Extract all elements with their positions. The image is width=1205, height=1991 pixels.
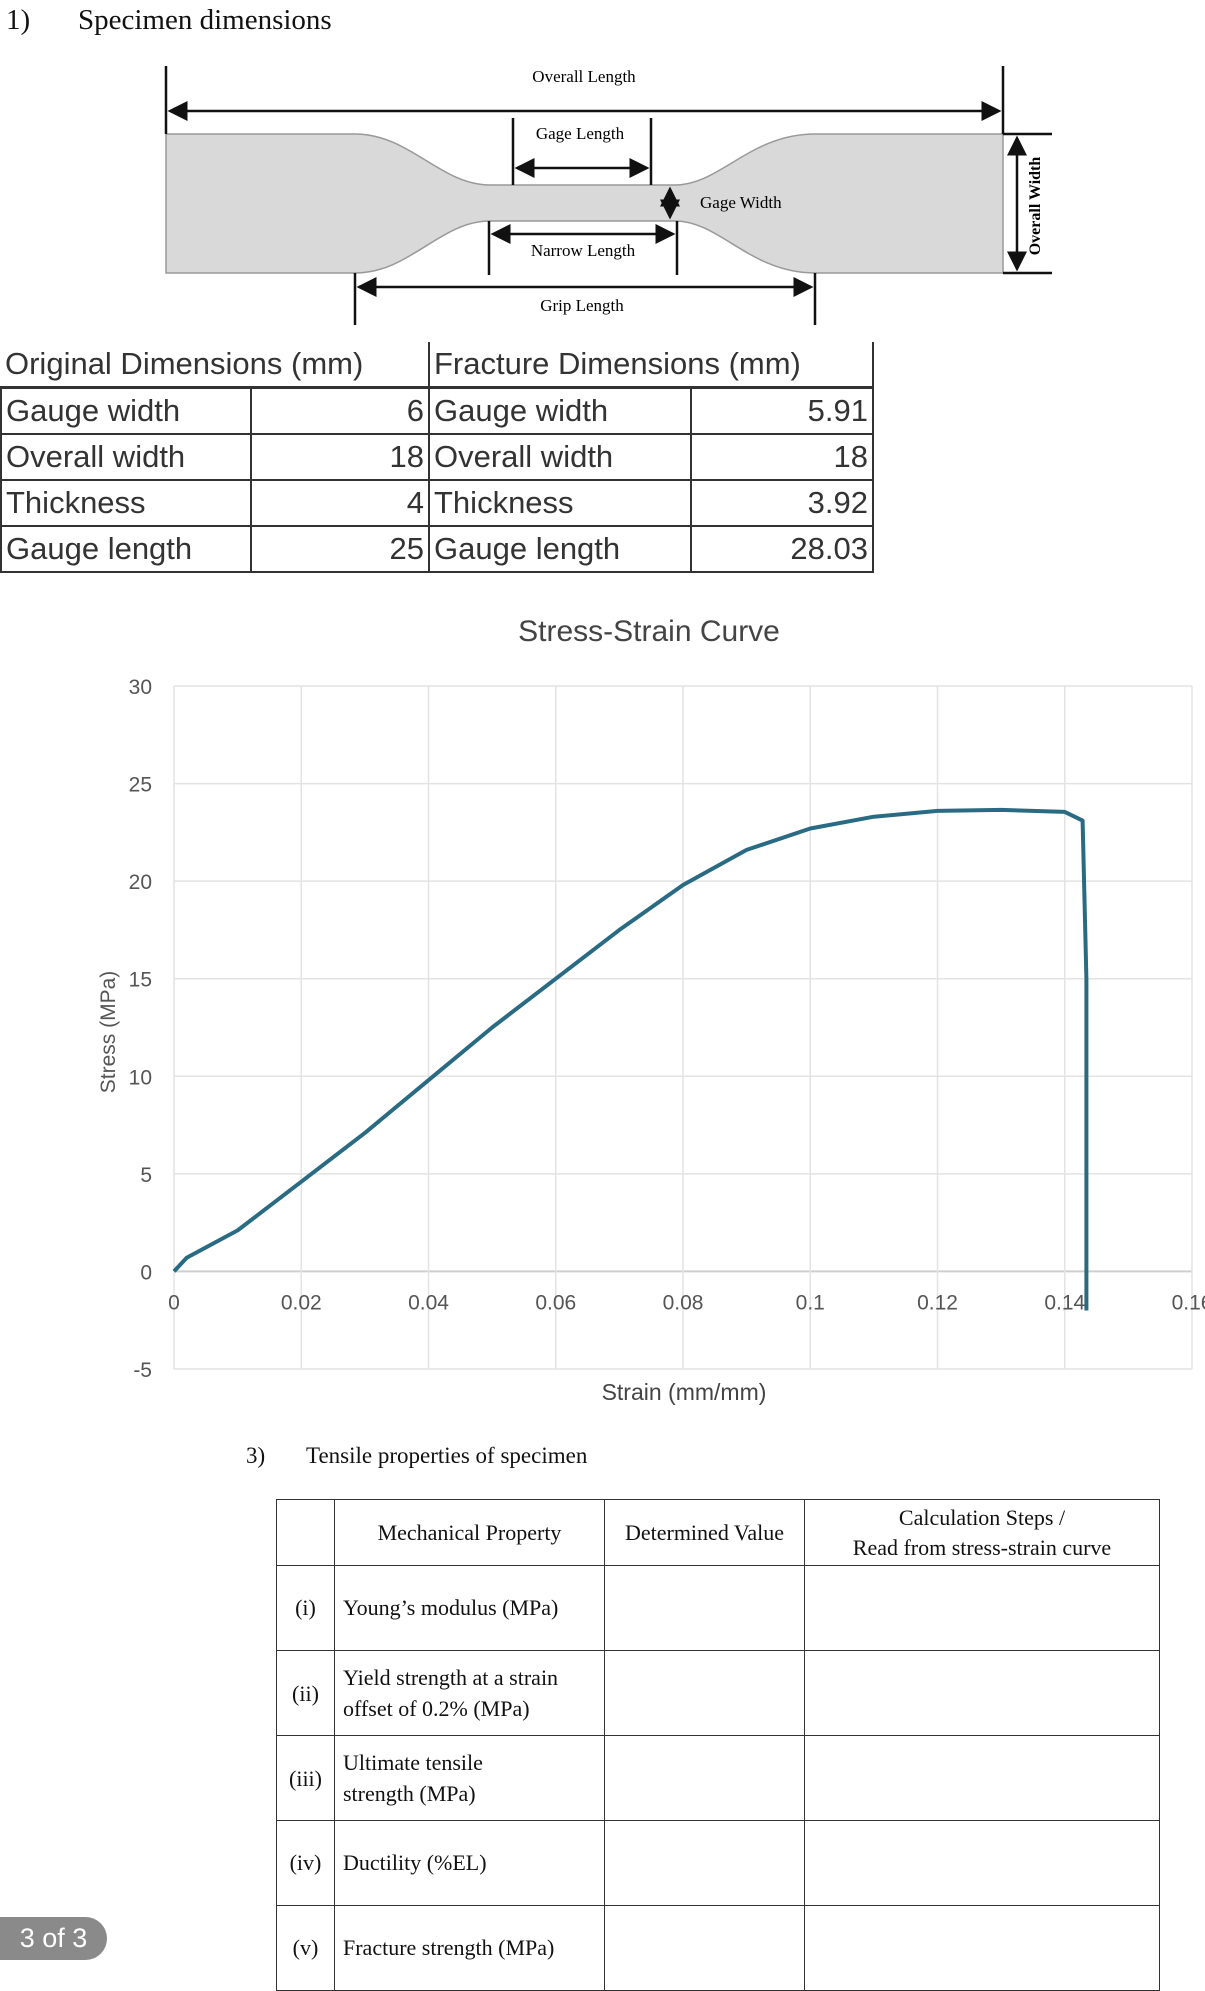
row-index: (v) bbox=[276, 1905, 335, 1991]
section-title: Tensile properties of specimen bbox=[306, 1443, 588, 1468]
header-calc-line: Calculation Steps / bbox=[898, 1504, 1066, 1530]
stress-strain-chart: Stress-Strain Curve 30 25 20 15 10 5 0 -5 0 0.02 0… bbox=[97, 615, 1205, 1405]
table-row: (iii) Ultimate tensile strength (MPa) bbox=[276, 1735, 1160, 1821]
calc-cell[interactable] bbox=[804, 1820, 1160, 1906]
table-row: Gauge length 25 Gauge length 28.03 bbox=[0, 525, 874, 573]
cell-original: 6 bbox=[250, 386, 430, 435]
cell-label: Gauge length bbox=[0, 525, 252, 573]
x-tick-label: 0.1 bbox=[796, 1291, 825, 1314]
original-dimensions-header: Original Dimensions (mm) bbox=[1, 342, 430, 389]
header-index bbox=[276, 1499, 335, 1566]
cell-label: Thickness bbox=[0, 479, 252, 527]
section-title: Specimen dimensions bbox=[78, 4, 332, 36]
cell-fracture: 5.91 bbox=[690, 386, 874, 435]
table-row: (i) Young’s modulus (MPa) bbox=[276, 1565, 1160, 1651]
gage-width-label: Gage Width bbox=[700, 193, 782, 212]
properties-table: Mechanical Property Determined Value Cal… bbox=[276, 1499, 1160, 1991]
table-row: Overall width 18 Overall width 18 bbox=[0, 433, 874, 481]
grip-length-label: Grip Length bbox=[540, 296, 624, 315]
x-tick-label: 0.14 bbox=[1044, 1291, 1085, 1314]
header-value: Determined Value bbox=[604, 1499, 805, 1566]
x-tick-label: 0.16 bbox=[1172, 1291, 1205, 1314]
chart-title: Stress-Strain Curve bbox=[518, 615, 780, 648]
section-1-heading: 1) Specimen dimensions bbox=[6, 4, 332, 37]
calc-cell[interactable] bbox=[804, 1735, 1160, 1821]
cell-label: Gauge width bbox=[428, 386, 692, 435]
table-row: (v) Fracture strength (MPa) bbox=[276, 1905, 1160, 1991]
cell-label: Overall width bbox=[0, 433, 252, 481]
cell-original: 18 bbox=[250, 433, 430, 481]
x-tick-label: 0.12 bbox=[917, 1291, 958, 1314]
row-index: (i) bbox=[276, 1565, 335, 1651]
y-tick-label: 0 bbox=[140, 1261, 152, 1284]
row-property: Fracture strength (MPa) bbox=[334, 1905, 605, 1991]
y-tick-label: 30 bbox=[129, 676, 152, 699]
y-tick-label: 25 bbox=[129, 774, 152, 797]
y-tick-label: 5 bbox=[140, 1164, 152, 1187]
cell-label: Gauge length bbox=[428, 525, 692, 573]
row-index: (ii) bbox=[276, 1650, 335, 1736]
y-axis-label: Stress (MPa) bbox=[97, 971, 120, 1094]
row-index: (iii) bbox=[276, 1735, 335, 1821]
section-3-heading: 3) Tensile properties of specimen bbox=[246, 1443, 587, 1469]
header-calc: Calculation Steps / Read from stress-stra… bbox=[804, 1499, 1160, 1566]
fracture-dimensions-header: Fracture Dimensions (mm) bbox=[428, 342, 874, 389]
calc-cell[interactable] bbox=[804, 1565, 1160, 1651]
gage-length-label: Gage Length bbox=[536, 124, 625, 143]
row-property: Young’s modulus (MPa) bbox=[334, 1565, 605, 1651]
cell-fracture: 18 bbox=[690, 433, 874, 481]
calc-cell[interactable] bbox=[804, 1650, 1160, 1736]
cell-label: Overall width bbox=[428, 433, 692, 481]
value-cell[interactable] bbox=[604, 1735, 805, 1821]
page-indicator-badge: 3 of 3 bbox=[0, 1917, 107, 1960]
header-row: Mechanical Property Determined Value Cal… bbox=[276, 1499, 1160, 1566]
y-tick-label: 10 bbox=[129, 1066, 152, 1089]
row-property: Yield strength at a strain offset of 0.2… bbox=[334, 1650, 605, 1736]
cell-fracture: 3.92 bbox=[690, 479, 874, 527]
x-tick-label: 0.04 bbox=[408, 1291, 449, 1314]
cell-original: 4 bbox=[250, 479, 430, 527]
header-calc-line: Read from stress-strain curve bbox=[852, 1534, 1112, 1560]
row-property: Ductility (%EL) bbox=[334, 1820, 605, 1906]
x-tick-label: 0.08 bbox=[663, 1291, 704, 1314]
y-tick-label: -5 bbox=[133, 1359, 152, 1382]
specimen-diagram: Overall Length Gage Length Gage Width Na… bbox=[164, 66, 1052, 325]
narrow-length-label: Narrow Length bbox=[531, 241, 636, 260]
x-tick-label: 0 bbox=[168, 1291, 180, 1314]
row-index: (iv) bbox=[276, 1820, 335, 1906]
section-number: 1) bbox=[6, 4, 31, 36]
cell-label: Gauge width bbox=[0, 386, 252, 435]
cell-label: Thickness bbox=[428, 479, 692, 527]
table-row: Thickness 4 Thickness 3.92 bbox=[0, 479, 874, 527]
row-property: Ultimate tensile strength (MPa) bbox=[334, 1735, 605, 1821]
dimensions-table: Original Dimensions (mm) Fracture Dimens… bbox=[0, 342, 874, 573]
value-cell[interactable] bbox=[604, 1905, 805, 1991]
section-number: 3) bbox=[246, 1443, 266, 1468]
stress-strain-series-line bbox=[172, 807, 1089, 1311]
table-row: (ii) Yield strength at a strain offset of… bbox=[276, 1650, 1160, 1736]
table-row: Gauge width 6 Gauge width 5.91 bbox=[0, 386, 874, 435]
overall-length-label: Overall Length bbox=[532, 67, 636, 86]
x-axis-label: Strain (mm/mm) bbox=[602, 1379, 767, 1405]
value-cell[interactable] bbox=[604, 1565, 805, 1651]
cell-fracture: 28.03 bbox=[690, 525, 874, 573]
value-cell[interactable] bbox=[604, 1650, 805, 1736]
y-tick-label: 15 bbox=[129, 969, 152, 992]
calc-cell[interactable] bbox=[804, 1905, 1160, 1991]
y-tick-label: 20 bbox=[129, 871, 152, 894]
table-row: (iv) Ductility (%EL) bbox=[276, 1820, 1160, 1906]
cell-original: 25 bbox=[250, 525, 430, 573]
x-tick-label: 0.06 bbox=[535, 1291, 576, 1314]
overall-width-label: Overall Width bbox=[1027, 157, 1044, 256]
x-tick-label: 0.02 bbox=[281, 1291, 322, 1314]
header-property: Mechanical Property bbox=[334, 1499, 605, 1566]
value-cell[interactable] bbox=[604, 1820, 805, 1906]
